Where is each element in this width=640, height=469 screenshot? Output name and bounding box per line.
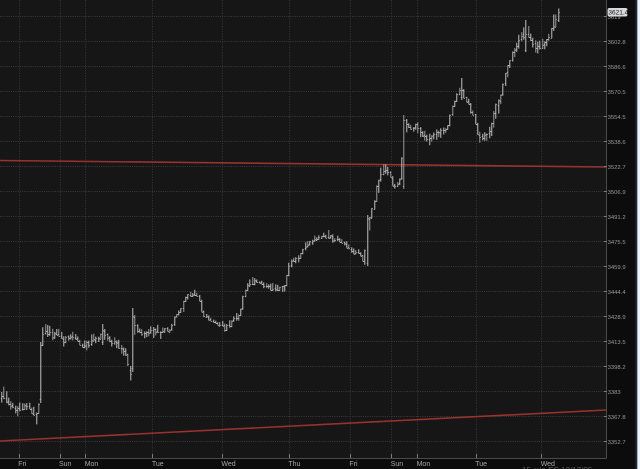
svg-text:3570.5: 3570.5: [608, 90, 627, 96]
svg-text:3352.7: 3352.7: [608, 440, 626, 446]
svg-text:Wed: Wed: [541, 461, 555, 468]
svg-text:Tue: Tue: [475, 461, 487, 468]
svg-text:Sun: Sun: [391, 461, 404, 468]
svg-text:3428.9: 3428.9: [608, 315, 626, 321]
svg-text:3586.6: 3586.6: [608, 65, 627, 71]
svg-text:Tue: Tue: [152, 461, 164, 468]
svg-text:3383: 3383: [608, 390, 622, 396]
svg-text:3475.5: 3475.5: [608, 240, 627, 246]
svg-text:3398.2: 3398.2: [608, 365, 626, 371]
svg-text:3554.5: 3554.5: [608, 115, 627, 121]
svg-text:Sun: Sun: [59, 461, 72, 468]
svg-text:3522.7: 3522.7: [608, 165, 626, 171]
svg-text:3491.2: 3491.2: [608, 215, 626, 221]
svg-text:Thu: Thu: [288, 461, 300, 468]
svg-text:15 min ES 12/17/25: 15 min ES 12/17/25: [522, 466, 593, 469]
svg-text:Fri: Fri: [18, 461, 27, 468]
svg-text:3621.4: 3621.4: [608, 10, 628, 17]
svg-text:Fri: Fri: [349, 461, 358, 468]
svg-text:3602.8: 3602.8: [608, 40, 627, 46]
svg-text:3459.9: 3459.9: [608, 265, 626, 271]
svg-text:3506.9: 3506.9: [608, 190, 626, 196]
svg-text:3619: 3619: [608, 15, 621, 21]
svg-text:3367.8: 3367.8: [608, 415, 627, 421]
svg-text:Mon: Mon: [85, 461, 99, 468]
svg-text:Wed: Wed: [221, 461, 235, 468]
svg-text:Mon: Mon: [417, 461, 431, 468]
svg-text:3538.6: 3538.6: [608, 140, 627, 146]
svg-text:3413.5: 3413.5: [608, 340, 627, 346]
svg-text:3444.4: 3444.4: [608, 290, 627, 296]
